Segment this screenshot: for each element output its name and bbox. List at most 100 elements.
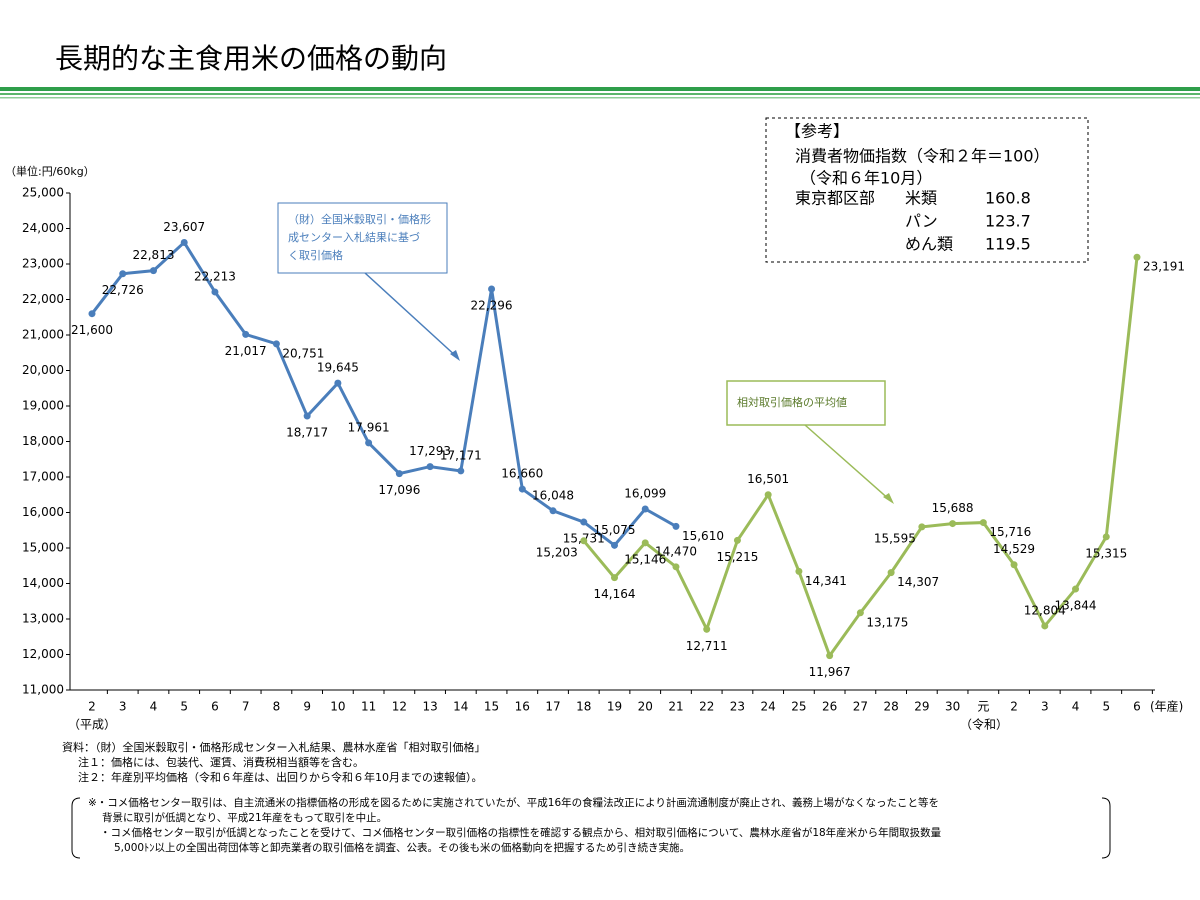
data-point bbox=[1041, 622, 1049, 630]
x-tick-label: 10 bbox=[330, 700, 345, 714]
data-label: 14,341 bbox=[805, 574, 847, 588]
data-label: 21,600 bbox=[71, 323, 113, 337]
y-tick-label: 15,000 bbox=[22, 541, 64, 555]
reference-line: （令和６年10月） bbox=[800, 169, 932, 188]
series-line bbox=[90, 240, 677, 548]
data-point bbox=[641, 505, 649, 513]
reference-region: 東京都区部 bbox=[795, 189, 875, 208]
data-point bbox=[580, 537, 588, 545]
data-label: 16,048 bbox=[532, 488, 574, 502]
data-label: 15,595 bbox=[874, 531, 916, 545]
remark: 背景に取引が低調となり、平成21年産をもって取引を中止。 bbox=[102, 811, 387, 824]
data-point bbox=[672, 563, 680, 571]
x-tick-label: 2 bbox=[1010, 700, 1018, 714]
header-rule bbox=[0, 87, 1200, 91]
data-point bbox=[1072, 585, 1080, 593]
x-tick-label: 18 bbox=[576, 700, 591, 714]
legend-label: く取引価格 bbox=[288, 248, 343, 262]
reference-heading: 【参考】 bbox=[785, 122, 849, 141]
x-tick-label: 20 bbox=[638, 700, 653, 714]
data-point bbox=[826, 652, 834, 660]
data-label: 17,171 bbox=[440, 448, 482, 462]
data-label: 15,315 bbox=[1085, 546, 1127, 560]
data-label: 16,501 bbox=[747, 472, 789, 486]
x-tick-label: 14 bbox=[453, 700, 468, 714]
reference-line: 消費者物価指数（令和２年＝100） bbox=[795, 147, 1050, 166]
x-tick-label: 5 bbox=[1102, 700, 1110, 714]
y-tick-label: 14,000 bbox=[22, 576, 64, 590]
data-label: 22,296 bbox=[471, 298, 513, 312]
x-tick-label: 4 bbox=[1072, 700, 1080, 714]
data-label: 15,716 bbox=[989, 525, 1031, 539]
x-tick-label: 13 bbox=[422, 700, 437, 714]
x-tick-label: 15 bbox=[484, 700, 499, 714]
legend-label: （財）全国米穀取引・価格形 bbox=[288, 212, 431, 226]
note: 注１：価格には、包装代、運賃、消費税相当額等を含む。 bbox=[78, 755, 364, 769]
x-tick-label: 4 bbox=[150, 700, 158, 714]
x-tick-label: 23 bbox=[730, 700, 745, 714]
y-tick-label: 18,000 bbox=[22, 434, 64, 448]
x-tick-label: 5 bbox=[180, 700, 188, 714]
x-tick-label: 26 bbox=[822, 700, 837, 714]
y-tick-label: 11,000 bbox=[22, 683, 64, 697]
x-tick-label: 21 bbox=[668, 700, 683, 714]
y-tick-label: 13,000 bbox=[22, 612, 64, 626]
data-point bbox=[580, 518, 588, 526]
data-point bbox=[949, 520, 957, 528]
data-point bbox=[242, 330, 250, 338]
remark-bracket bbox=[1101, 797, 1111, 859]
data-label: 22,213 bbox=[194, 269, 236, 283]
x-tick-label: 30 bbox=[945, 700, 960, 714]
reference-value: 160.8 bbox=[985, 189, 1031, 208]
arrow-head bbox=[883, 493, 894, 504]
x-tick-label: 24 bbox=[761, 700, 776, 714]
legend-label: 相対取引価格の平均値 bbox=[737, 395, 847, 409]
data-point bbox=[272, 340, 280, 348]
data-point bbox=[672, 522, 680, 530]
x-tick-label: 17 bbox=[545, 700, 560, 714]
data-point bbox=[149, 267, 157, 275]
header-rule bbox=[0, 93, 1200, 95]
x-tick-label: 7 bbox=[242, 700, 250, 714]
data-point bbox=[211, 288, 219, 296]
remark: ・コメ価格センター取引が低調となったことを受けて、コメ価格センター取引価格の指標… bbox=[100, 826, 942, 839]
data-label: 16,660 bbox=[501, 467, 543, 481]
x-tick-label: 11 bbox=[361, 700, 376, 714]
data-point bbox=[979, 519, 987, 527]
y-tick-label: 19,000 bbox=[22, 399, 64, 413]
note: 資料：（財）全国米穀取引・価格形成センター入札結果、農林水産省「相対取引価格」 bbox=[62, 740, 486, 754]
header-rule bbox=[0, 97, 1200, 99]
callout-box bbox=[726, 380, 886, 426]
remark: 5,000ﾄﾝ以上の全国出荷団体等と卸売業者の取引価格を調査、公表。その後も米の… bbox=[114, 841, 690, 854]
data-point bbox=[334, 379, 342, 387]
callout-arrow bbox=[804, 424, 892, 502]
data-point bbox=[918, 523, 926, 531]
data-point bbox=[611, 574, 618, 582]
callout-arrow bbox=[364, 272, 459, 359]
x-tick-label: 12 bbox=[392, 700, 407, 714]
data-point bbox=[488, 285, 496, 293]
y-tick-label: 20,000 bbox=[22, 363, 64, 377]
note: 注２：年産別平均価格（令和６年産は、出回りから令和６年10月までの速報値）。 bbox=[78, 770, 483, 784]
data-label: 13,175 bbox=[866, 615, 908, 629]
y-tick-label: 25,000 bbox=[22, 186, 64, 200]
data-label: 17,096 bbox=[378, 483, 420, 497]
y-tick-label: 21,000 bbox=[22, 328, 64, 342]
data-label: 14,529 bbox=[993, 542, 1035, 556]
data-point bbox=[180, 238, 188, 246]
x-tick-label: 29 bbox=[914, 700, 929, 714]
x-tick-label: 8 bbox=[273, 700, 281, 714]
data-label: 23,607 bbox=[163, 220, 205, 234]
y-tick-label: 17,000 bbox=[22, 470, 64, 484]
x-tick-label: 27 bbox=[853, 700, 868, 714]
x-tick-label: 19 bbox=[607, 700, 622, 714]
data-label: 14,470 bbox=[655, 544, 697, 558]
data-label: 20,751 bbox=[282, 346, 324, 360]
x-tick-label: 6 bbox=[211, 700, 219, 714]
data-label: 14,307 bbox=[897, 575, 939, 589]
data-point bbox=[365, 439, 373, 447]
data-label: 23,191 bbox=[1143, 260, 1185, 274]
data-point bbox=[764, 491, 772, 499]
data-label: 13,844 bbox=[1055, 599, 1097, 613]
reference-item: めん類 bbox=[905, 235, 953, 254]
